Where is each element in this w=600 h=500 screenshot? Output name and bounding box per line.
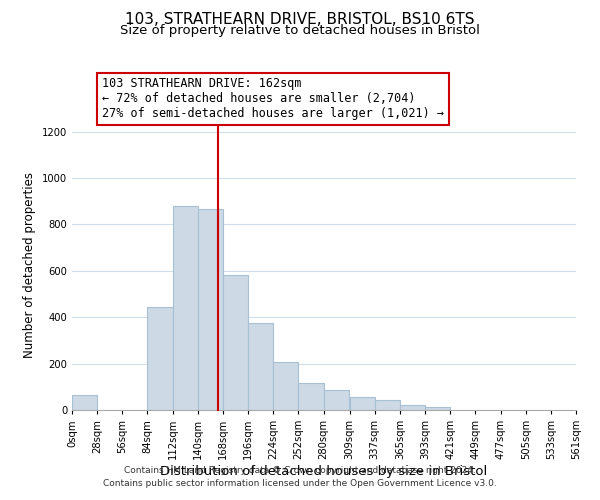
Bar [223, 276, 248, 410]
Bar [198, 210, 223, 410]
Text: Size of property relative to detached houses in Bristol: Size of property relative to detached ho… [120, 24, 480, 37]
Bar [72, 395, 97, 410]
Bar [400, 406, 425, 410]
Bar [375, 400, 400, 410]
Bar [425, 406, 450, 410]
X-axis label: Distribution of detached houses by size in Bristol: Distribution of detached houses by size … [160, 465, 488, 478]
Bar [148, 307, 173, 410]
Bar [273, 362, 298, 410]
Bar [298, 384, 323, 410]
Text: 103, STRATHEARN DRIVE, BRISTOL, BS10 6TS: 103, STRATHEARN DRIVE, BRISTOL, BS10 6TS [125, 12, 475, 28]
Bar [248, 323, 273, 410]
Y-axis label: Number of detached properties: Number of detached properties [23, 172, 37, 358]
Text: 103 STRATHEARN DRIVE: 162sqm
← 72% of detached houses are smaller (2,704)
27% of: 103 STRATHEARN DRIVE: 162sqm ← 72% of de… [102, 78, 444, 120]
Text: Contains HM Land Registry data © Crown copyright and database right 2024.
Contai: Contains HM Land Registry data © Crown c… [103, 466, 497, 487]
Bar [173, 206, 198, 410]
Bar [323, 390, 349, 410]
Bar [350, 397, 375, 410]
